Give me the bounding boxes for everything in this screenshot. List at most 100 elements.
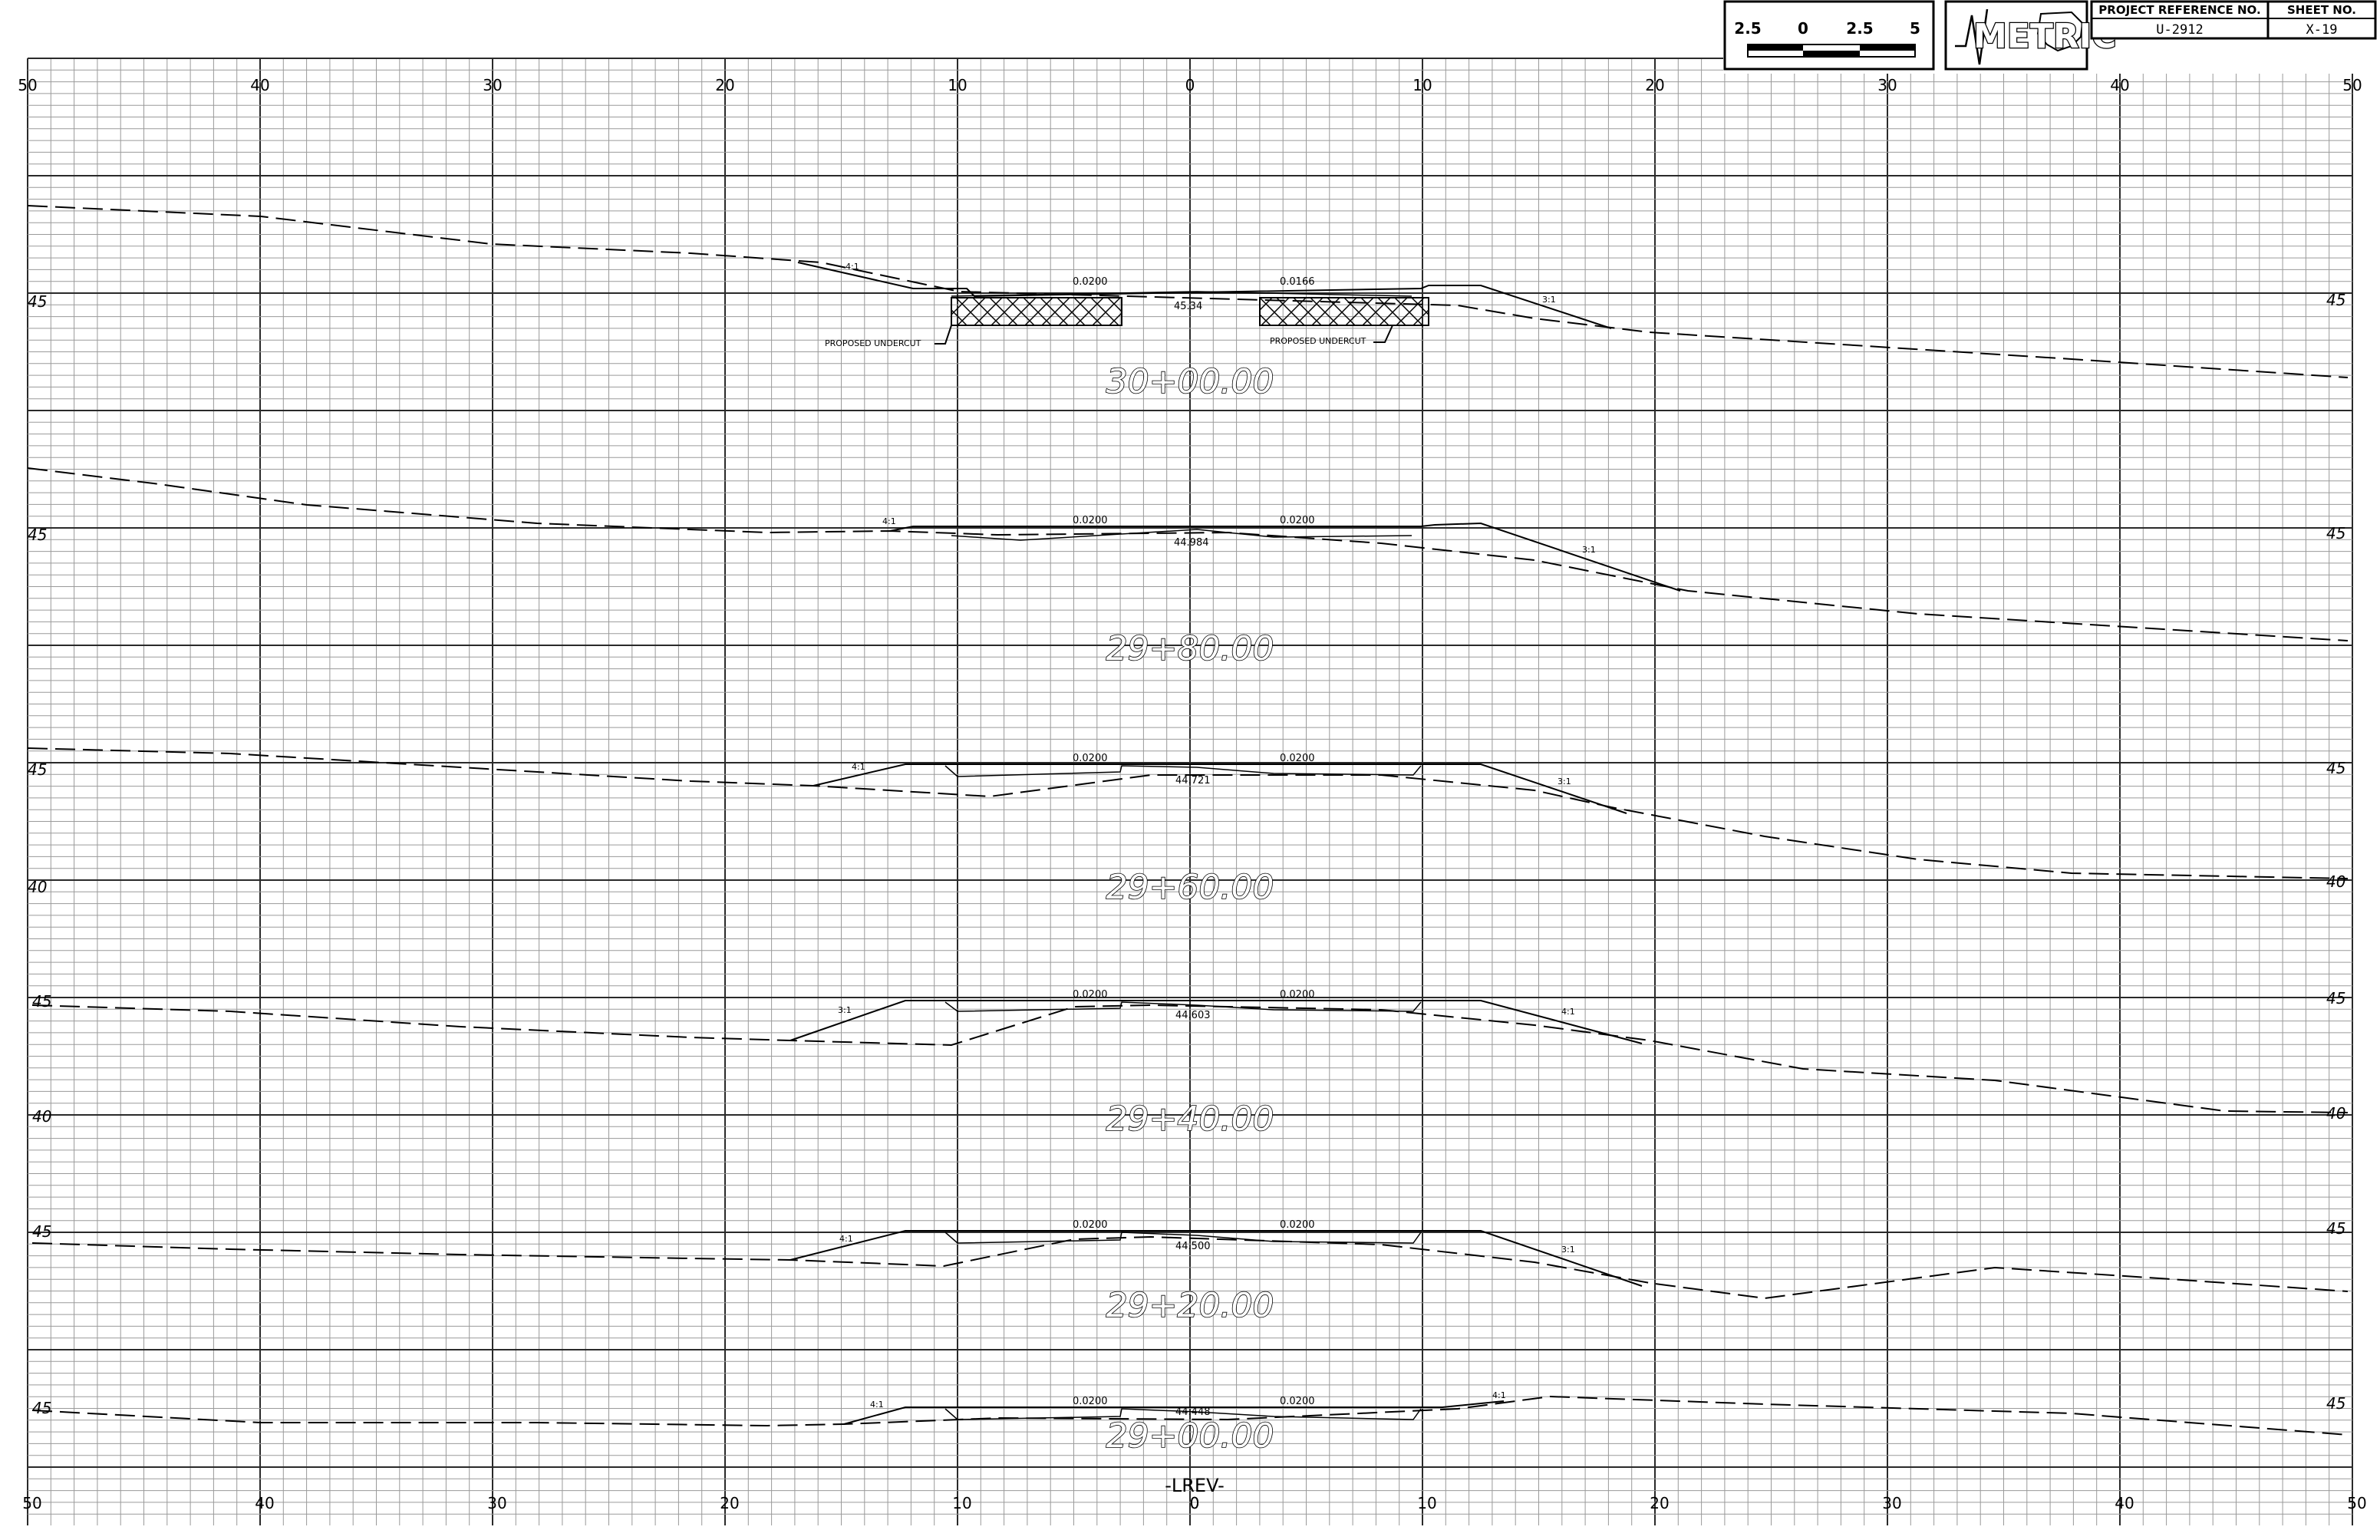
pavement-line — [951, 291, 1413, 297]
existing-ground-line — [31, 1235, 2349, 1300]
scale-bar-label: 0 — [1798, 19, 1808, 38]
scale-bar-label: 2.5 — [1846, 19, 1873, 38]
offset-label-bottom: 40 — [255, 1494, 274, 1512]
slope-label-right: 0.0166 — [1280, 276, 1315, 288]
sheet-no-label: SHEET NO. — [2287, 3, 2356, 17]
elevation-label: 45 — [2326, 759, 2345, 777]
centerline-elevation: 44.448 — [1175, 1406, 1211, 1418]
station-label: 29+20.00 — [1106, 1286, 1274, 1325]
offset-label-bottom: 50 — [22, 1494, 41, 1512]
side-slope-ratio-left: 4:1 — [882, 516, 896, 526]
scale-bar-box — [1723, 0, 1935, 71]
offset-label-top: 20 — [1645, 76, 1664, 94]
side-slope-ratio-right: 4:1 — [1561, 1007, 1575, 1017]
station-label: 29+00.00 — [1106, 1416, 1274, 1456]
offset-label-top: 50 — [18, 76, 37, 94]
station-label: 30+00.00 — [1106, 362, 1274, 401]
title-block: 2.5 0 2.5 5 METRIC PROJECT REFERENCE NO.… — [1723, 0, 2380, 74]
elevation-label: 45 — [32, 992, 51, 1011]
pavement-line — [944, 765, 1422, 777]
proposed-grade-line — [789, 1230, 1643, 1287]
offset-label-bottom: 20 — [720, 1494, 739, 1512]
centerline-elevation: 44.984 — [1174, 537, 1209, 549]
side-slope-ratio-left: 4:1 — [852, 762, 865, 772]
elevation-label: 45 — [28, 526, 47, 544]
undercut-note: PROPOSED UNDERCUT — [825, 338, 921, 348]
slope-label-right: 0.0200 — [1280, 753, 1315, 764]
slope-label-right: 0.0200 — [1280, 1219, 1315, 1231]
offset-label-top: 30 — [1877, 76, 1897, 94]
offset-label-bottom: 30 — [487, 1494, 506, 1512]
offset-label-bottom: 20 — [1650, 1494, 1669, 1512]
elevation-label: 45 — [2326, 989, 2345, 1007]
elevation-label: 45 — [2326, 1394, 2345, 1413]
offset-labels-bottom: 50 40 30 20 10 0 10 20 30 40 50 — [22, 1494, 2366, 1512]
elevation-label: 45 — [32, 1222, 51, 1241]
undercut-note: PROPOSED UNDERCUT — [1270, 336, 1366, 346]
slope-label-right: 0.0200 — [1280, 1396, 1315, 1407]
existing-ground-line — [27, 467, 2349, 641]
offset-labels-top: 50 40 30 20 10 0 10 20 30 40 50 — [18, 76, 2362, 94]
offset-label-bottom: 0 — [1190, 1494, 1200, 1512]
side-slope-ratio-right: 4:1 — [1492, 1390, 1506, 1400]
offset-label-top: 10 — [948, 76, 967, 94]
elevation-label: 40 — [2326, 1104, 2345, 1123]
reference-table: PROJECT REFERENCE NO. SHEET NO. U-2912 X… — [2090, 0, 2377, 40]
offset-label-top: 0 — [1185, 76, 1195, 94]
offset-label-top: 20 — [715, 76, 734, 94]
project-reference-value: U-2912 — [2156, 22, 2203, 38]
scale-bar — [1747, 44, 1916, 58]
proposed-grade-line — [789, 1000, 1643, 1044]
elevation-label: 40 — [28, 878, 47, 896]
centerline-elevation: 44.500 — [1175, 1241, 1211, 1252]
slope-label-left: 0.0200 — [1073, 1219, 1108, 1231]
station-label: 29+60.00 — [1106, 868, 1274, 907]
cross-section-29-60: 45 40 45 40 0.0200 0.0200 44.721 4:1 3:1… — [27, 747, 2349, 908]
slope-label-right: 0.0200 — [1280, 515, 1315, 526]
elevation-label: 45 — [28, 292, 47, 311]
centerline-elevation: 44.721 — [1175, 775, 1211, 786]
leader-line — [1373, 325, 1393, 343]
leader-line — [935, 325, 952, 345]
offset-label-top: 30 — [483, 76, 502, 94]
metric-signal-icon — [1955, 8, 1989, 65]
pavement-line — [944, 1001, 1422, 1012]
elevation-label: 45 — [32, 1399, 51, 1417]
scale-bar-label: 5 — [1910, 19, 1920, 38]
offset-label-bottom: 30 — [1882, 1494, 1901, 1512]
slope-label-left: 0.0200 — [1073, 515, 1108, 526]
side-slope-ratio-right: 3:1 — [1582, 545, 1596, 555]
offset-label-bottom: 10 — [1417, 1494, 1436, 1512]
elevation-label: 45 — [2326, 291, 2345, 309]
pavement-line — [951, 529, 1413, 541]
sheet-no-value: X-19 — [2306, 22, 2338, 38]
project-reference-label: PROJECT REFERENCE NO. — [2098, 3, 2260, 17]
side-slope-ratio-left: 4:1 — [870, 1400, 884, 1410]
side-slope-ratio-right: 3:1 — [1558, 777, 1571, 786]
station-label: 29+40.00 — [1106, 1100, 1274, 1139]
cross-section-30-00: 45 45 0.0200 0.0166 45.34 4:1 3:1 PROPOS… — [27, 205, 2349, 402]
centerline-elevation: 44.603 — [1175, 1010, 1211, 1021]
offset-label-bottom: 10 — [952, 1494, 971, 1512]
station-label: 29+80.00 — [1106, 629, 1274, 668]
elevation-label: 45 — [2326, 524, 2345, 542]
scale-bar-label: 2.5 — [1734, 19, 1761, 38]
offset-label-top: 10 — [1413, 76, 1432, 94]
slope-label-left: 0.0200 — [1073, 1396, 1108, 1407]
offset-label-top: 40 — [250, 76, 269, 94]
offset-label-top: 50 — [2342, 76, 2362, 94]
pavement-line — [944, 1232, 1422, 1244]
side-slope-ratio-left: 3:1 — [838, 1005, 852, 1015]
slope-label-left: 0.0200 — [1073, 276, 1108, 288]
side-slope-ratio-right: 3:1 — [1561, 1245, 1575, 1255]
proposed-grade-line — [797, 262, 1612, 329]
nc-state-outline-icon — [2036, 11, 2084, 52]
elevation-label: 40 — [32, 1107, 51, 1126]
existing-ground-line — [31, 1395, 2349, 1436]
slope-label-right: 0.0200 — [1280, 989, 1315, 1001]
pavement-line — [944, 1408, 1422, 1420]
proposed-undercut-right — [1259, 297, 1429, 326]
cross-section-29-40: 45 40 45 40 0.0200 0.0200 44.603 3:1 4:1… — [31, 989, 2349, 1139]
offset-label-bottom: 40 — [2115, 1494, 2134, 1512]
